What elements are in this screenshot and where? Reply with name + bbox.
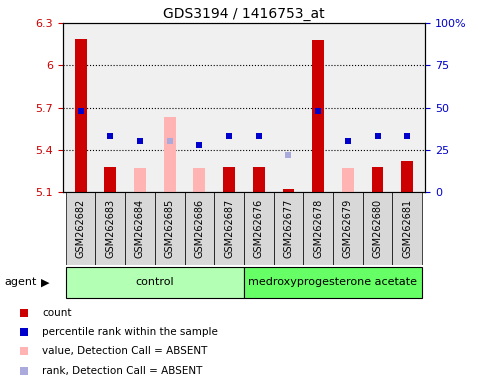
Text: ▶: ▶ (41, 277, 50, 287)
Text: GSM262679: GSM262679 (343, 199, 353, 258)
Text: rank, Detection Call = ABSENT: rank, Detection Call = ABSENT (42, 366, 202, 376)
Bar (273, 192, 303, 265)
Text: percentile rank within the sample: percentile rank within the sample (42, 327, 218, 337)
Text: GSM262682: GSM262682 (76, 199, 85, 258)
Bar (214, 192, 244, 265)
Text: GSM262676: GSM262676 (254, 199, 264, 258)
Bar (104, 167, 116, 192)
Text: value, Detection Call = ABSENT: value, Detection Call = ABSENT (42, 346, 208, 356)
Bar (303, 192, 333, 265)
Bar (223, 167, 235, 192)
Bar (185, 192, 214, 265)
Text: GSM262684: GSM262684 (135, 199, 145, 258)
Text: agent: agent (5, 277, 37, 287)
Bar (253, 167, 265, 192)
Text: GSM262683: GSM262683 (105, 199, 115, 258)
Text: medroxyprogesterone acetate: medroxyprogesterone acetate (248, 277, 417, 287)
Bar (401, 161, 413, 192)
Text: GSM262677: GSM262677 (284, 199, 294, 258)
Bar (244, 192, 273, 265)
Bar (371, 167, 384, 192)
Bar (312, 40, 324, 192)
Bar (244, 267, 422, 298)
Bar (363, 192, 392, 265)
Text: GSM262681: GSM262681 (402, 199, 412, 258)
Text: GSM262680: GSM262680 (372, 199, 383, 258)
Bar (66, 267, 244, 298)
Bar (155, 192, 185, 265)
Bar (96, 192, 125, 265)
Bar (66, 192, 96, 265)
Text: control: control (136, 277, 174, 287)
Bar (193, 168, 205, 192)
Bar (283, 189, 295, 192)
Text: GSM262685: GSM262685 (165, 199, 175, 258)
Bar (75, 38, 86, 192)
Text: GSM262686: GSM262686 (194, 199, 204, 258)
Bar (333, 192, 363, 265)
Bar (392, 192, 422, 265)
Bar (125, 192, 155, 265)
Bar (164, 118, 176, 192)
Text: count: count (42, 308, 71, 318)
Text: GSM262687: GSM262687 (224, 199, 234, 258)
Bar (342, 168, 354, 192)
Bar (134, 168, 146, 192)
Text: GSM262678: GSM262678 (313, 199, 323, 258)
Title: GDS3194 / 1416753_at: GDS3194 / 1416753_at (163, 7, 325, 21)
